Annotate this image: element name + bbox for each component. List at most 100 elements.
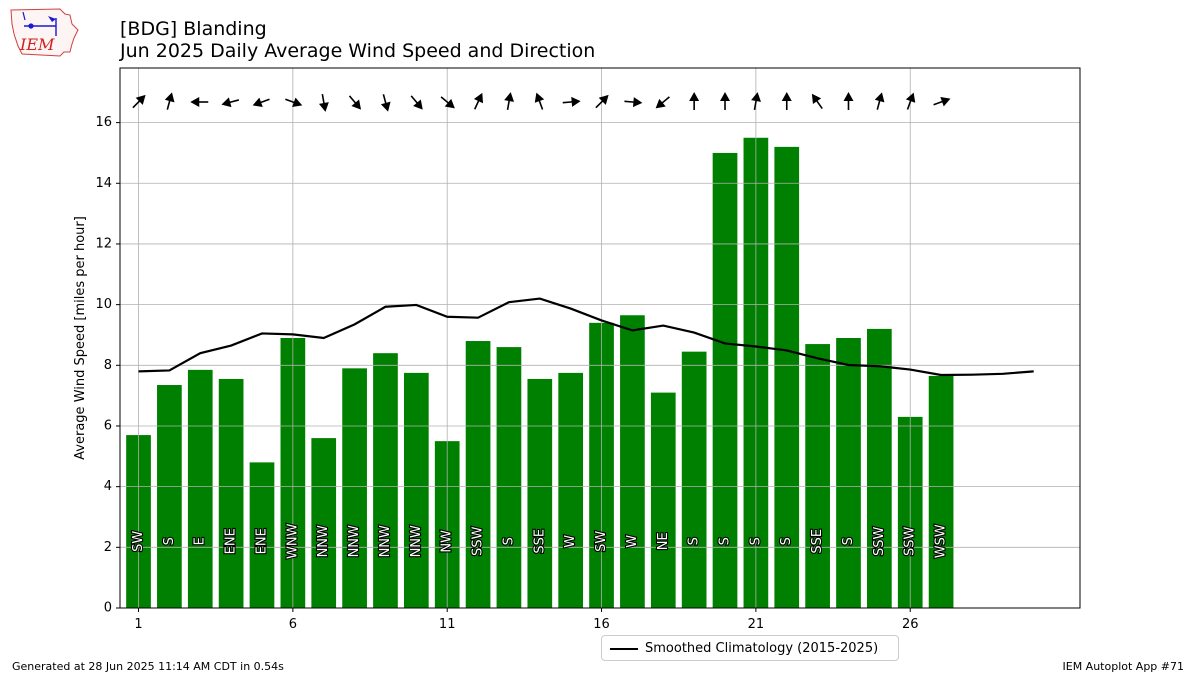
wind-direction-arrow — [410, 95, 423, 110]
legend-swatch-climatology — [610, 648, 638, 650]
wind-direction-arrow — [843, 92, 854, 110]
wind-direction-arrow — [190, 97, 209, 107]
direction-label: W — [625, 535, 640, 548]
wind-bar — [558, 372, 584, 608]
arrow-head — [292, 97, 303, 108]
direction-label: WSW — [934, 524, 949, 558]
arrow-head — [413, 99, 423, 110]
wind-direction-arrow — [905, 92, 916, 110]
wind-direction-arrow — [595, 94, 609, 109]
wind-direction-arrow — [655, 96, 670, 109]
direction-label: S — [501, 537, 516, 545]
direction-label: SSW — [872, 526, 887, 556]
wind-bar — [496, 347, 522, 608]
wind-direction-arrow — [221, 97, 240, 108]
climatology-line — [138, 297, 1034, 377]
arrow-head — [905, 92, 916, 103]
wind-direction-arrow — [874, 92, 885, 110]
wind-direction-arrow — [132, 94, 146, 109]
wind-bar — [218, 378, 244, 608]
x-tick-label: 26 — [902, 617, 919, 632]
arrow-head — [940, 96, 951, 107]
arrow-head — [655, 98, 666, 109]
wind-bar — [805, 344, 830, 608]
wind-bar — [527, 378, 553, 608]
arrow-head — [720, 92, 731, 101]
arrow-head — [473, 92, 484, 104]
y-tick-label: 6 — [104, 418, 112, 433]
arrow-head — [632, 97, 643, 108]
y-tick-label: 14 — [95, 176, 112, 191]
wind-direction-arrow — [380, 94, 391, 112]
direction-label: ENE — [254, 528, 269, 554]
chart-title-station: [BDG] Blanding — [120, 18, 267, 40]
wind-bar — [373, 353, 398, 608]
direction-label: WNW — [285, 523, 300, 559]
arrow-head — [751, 92, 761, 102]
y-tick-label: 16 — [95, 115, 112, 130]
direction-label: W — [563, 535, 578, 548]
chart-title-period: Jun 2025 Daily Average Wind Speed and Di… — [120, 40, 596, 62]
direction-label: SW — [594, 531, 609, 552]
wind-direction-arrow — [781, 92, 792, 110]
wind-direction-arrow — [720, 92, 731, 110]
y-tick-label: 4 — [104, 479, 112, 494]
arrow-head — [689, 92, 700, 101]
x-tick-label: 21 — [748, 617, 765, 632]
wind-direction-arrow — [440, 96, 455, 109]
wind-bar — [403, 372, 429, 608]
direction-label: E — [193, 537, 208, 545]
y-axis-label: Average Wind Speed [miles per hour] — [73, 216, 88, 460]
arrow-head — [843, 92, 854, 101]
wind-direction-arrow — [504, 92, 515, 111]
wind-direction-arrow — [473, 92, 484, 110]
x-tick-label: 11 — [439, 617, 456, 632]
arrow-head — [380, 101, 391, 112]
wind-direction-arrow — [318, 93, 329, 112]
wind-direction-arrow — [285, 97, 303, 108]
x-tick-label: 16 — [593, 617, 610, 632]
y-tick-label: 2 — [104, 540, 112, 555]
legend-label-climatology: Smoothed Climatology (2015-2025) — [645, 641, 879, 656]
arrow-head — [874, 92, 885, 103]
wind-bar — [867, 328, 892, 608]
direction-label: S — [718, 537, 733, 545]
y-tick-label: 0 — [104, 601, 112, 616]
wind-direction-arrow — [164, 92, 175, 110]
wind-direction-arrow — [562, 96, 581, 107]
direction-label: SSE — [532, 529, 547, 554]
wind-direction-arrow — [624, 97, 643, 108]
wind-direction-arrow — [348, 95, 362, 110]
arrow-head — [504, 92, 515, 102]
wind-bar — [620, 315, 645, 608]
direction-label: NNW — [409, 525, 424, 557]
iem-logo: IEM — [8, 6, 80, 62]
arrow-head — [135, 94, 146, 105]
direction-label: S — [779, 537, 794, 545]
wind-bar — [774, 146, 800, 608]
direction-label: NE — [656, 532, 671, 550]
direction-label: NNW — [347, 525, 362, 557]
wind-direction-arrow — [811, 93, 823, 110]
arrow-head — [571, 96, 581, 107]
direction-label: SSW — [471, 526, 486, 556]
direction-label: S — [841, 537, 856, 545]
wind-bar — [311, 438, 337, 608]
direction-label: SSE — [810, 529, 825, 554]
wind-bar — [342, 368, 367, 608]
direction-label: NNW — [378, 525, 393, 557]
direction-label: ENE — [224, 528, 239, 554]
arrow-head — [598, 94, 609, 105]
plot-frame — [119, 67, 1081, 609]
chart-legend: Smoothed Climatology (2015-2025) — [601, 635, 899, 661]
direction-label: SW — [131, 531, 146, 552]
arrow-head — [252, 97, 263, 108]
direction-label: NW — [440, 530, 455, 553]
arrow-head — [811, 93, 822, 105]
x-tick-label: 6 — [289, 617, 297, 632]
wind-bar — [928, 375, 954, 608]
wind-bar — [157, 385, 182, 608]
direction-label: S — [687, 537, 702, 545]
y-tick-label: 10 — [95, 297, 112, 312]
